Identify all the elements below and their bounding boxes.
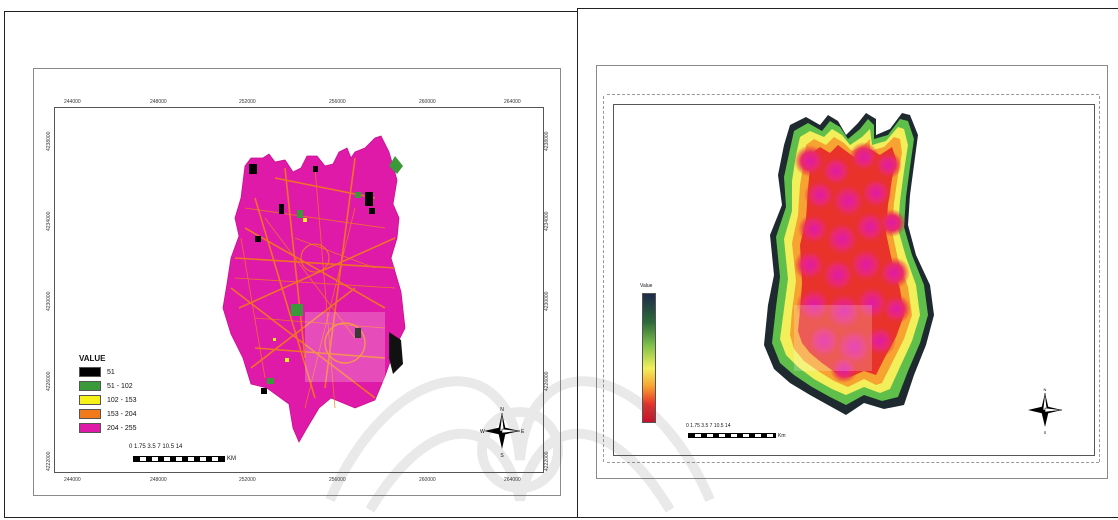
svg-text:E: E [521, 429, 525, 435]
left-x-tick-bottom: 260000 [419, 477, 436, 483]
legend-swatch [79, 367, 101, 377]
left-x-tick-bottom: 248000 [150, 477, 167, 483]
left-x-tick-bottom: 264000 [504, 477, 521, 483]
legend-swatch [79, 423, 101, 433]
left-y-tick-left: 4238000 [46, 131, 52, 151]
left-x-tick-top: 244000 [64, 99, 81, 105]
svg-text:S: S [1044, 430, 1047, 435]
legend-item: 153 - 204 [79, 409, 137, 419]
svg-text:N: N [1044, 387, 1047, 392]
left-x-tick-bottom: 256000 [329, 477, 346, 483]
landcover-map [222, 135, 406, 443]
legend-label: 51 - 102 [107, 382, 133, 390]
svg-text:W: W [480, 429, 485, 435]
legend-label: 204 - 255 [107, 424, 137, 432]
north-arrow-icon: N S W E [480, 407, 525, 458]
left-y-tick-right: 4238000 [544, 131, 550, 151]
city-boundary [222, 135, 406, 443]
legend-item: 204 - 255 [79, 423, 137, 433]
scale-unit: KM [227, 456, 236, 462]
right-panel: Value 0 1.75 3.5 7 10.5 14 Km N S [577, 8, 1118, 518]
legend-item: 51 - 102 [79, 381, 137, 391]
legend-label: 153 - 204 [107, 410, 137, 418]
left-y-tick-right: 4230000 [544, 291, 550, 311]
left-x-tick-top: 252000 [239, 99, 256, 105]
legend-title: Value [640, 283, 653, 289]
left-x-tick-top: 260000 [419, 99, 436, 105]
scale-numbers: 0 1.75 3.5 7 10.5 14 [686, 423, 731, 429]
left-y-tick-left: 4230000 [46, 291, 52, 311]
left-x-tick-top: 248000 [150, 99, 167, 105]
scale-numbers: 0 1.75 3.5 7 10.5 14 [129, 444, 183, 450]
value-colorbar [642, 293, 656, 423]
left-map-area: VALUE 51 51 - 102 102 - 153 153 - 204 [54, 107, 544, 473]
right-map-frame: Value 0 1.75 3.5 7 10.5 14 Km N S [596, 65, 1108, 479]
left-x-tick-top: 264000 [504, 99, 521, 105]
left-x-tick-bottom: 252000 [239, 477, 256, 483]
scale-bar [688, 433, 776, 438]
left-y-tick-right: 4226000 [544, 371, 550, 391]
left-y-tick-right: 4222000 [544, 451, 550, 471]
legend-label: 51 [107, 368, 115, 376]
left-y-tick-left: 4222000 [46, 451, 52, 471]
svg-text:N: N [500, 407, 504, 413]
north-arrow-icon: N S [1028, 387, 1063, 435]
value-legend: Value [640, 283, 652, 291]
left-panel: 244000 248000 252000 256000 260000 26400… [4, 11, 578, 518]
scale-bar [133, 456, 225, 462]
left-x-tick-top: 256000 [329, 99, 346, 105]
legend-title: VALUE [79, 354, 106, 363]
left-y-tick-right: 4234000 [544, 211, 550, 231]
legend-swatch [79, 381, 101, 391]
legend-item: 51 [79, 367, 137, 377]
scale-unit: Km [778, 433, 786, 439]
left-x-tick-bottom: 244000 [64, 477, 81, 483]
left-map-frame: 244000 248000 252000 256000 260000 26400… [33, 68, 561, 496]
legend-label: 102 - 153 [107, 396, 137, 404]
density-heatmap [764, 113, 934, 415]
right-map-area: Value 0 1.75 3.5 7 10.5 14 Km N S [613, 104, 1095, 456]
svg-text:S: S [500, 453, 504, 458]
left-y-tick-left: 4234000 [46, 211, 52, 231]
legend-swatch [79, 409, 101, 419]
value-legend: VALUE 51 51 - 102 102 - 153 153 - 204 [79, 354, 137, 438]
legend-item: 102 - 153 [79, 395, 137, 405]
legend-swatch [79, 395, 101, 405]
left-y-tick-left: 4226000 [46, 371, 52, 391]
